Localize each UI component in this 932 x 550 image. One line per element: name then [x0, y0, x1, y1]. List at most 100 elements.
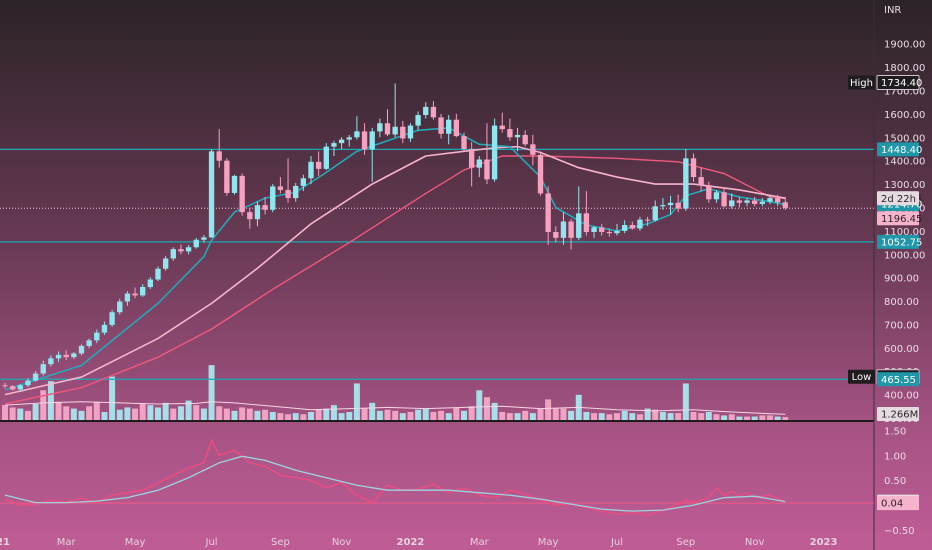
volume-bar: [476, 390, 483, 420]
candle-body: [568, 221, 574, 238]
candle-body: [415, 115, 421, 126]
candle-body: [499, 125, 505, 130]
candle-body: [247, 212, 253, 220]
candle-body: [774, 198, 781, 203]
volume-bar: [32, 404, 39, 420]
candle-body: [767, 198, 773, 202]
volume-bar: [124, 407, 131, 420]
candle-body: [78, 345, 85, 354]
candle-body: [331, 143, 337, 147]
volume-bar: [315, 409, 322, 420]
volume-bar: [468, 406, 475, 420]
time-tick-label: Sep: [676, 537, 695, 548]
volume-bar: [78, 410, 85, 420]
candle-body: [423, 106, 429, 116]
candle-body: [484, 159, 490, 180]
horizontal-levels[interactable]: [0, 148, 874, 380]
candle-body: [491, 125, 498, 180]
time-tick-label: Nov: [332, 537, 352, 548]
candle-body: [660, 205, 666, 207]
volume-bar: [629, 413, 636, 420]
candle-body: [63, 354, 69, 358]
volume-bar: [376, 410, 383, 420]
volume-bar: [759, 415, 766, 420]
level-1448-badge: [877, 142, 919, 157]
volume-bar: [139, 404, 146, 420]
candlestick-series[interactable]: [2, 83, 788, 392]
price-tick-label: 1800.00: [884, 63, 925, 74]
high-label-badge: [876, 74, 920, 90]
volume-bar: [392, 410, 399, 420]
volume-bar: [246, 408, 253, 420]
volume-bar: [636, 414, 643, 420]
candle-body: [400, 126, 406, 139]
volume-value-badge: [877, 407, 919, 421]
candle-body: [629, 225, 635, 229]
volume-bar: [185, 400, 192, 420]
candle-body: [262, 205, 268, 210]
candle-body: [140, 287, 146, 296]
volume-bar: [552, 408, 559, 420]
candle-body: [48, 358, 54, 365]
candle-body: [652, 206, 658, 221]
candle-body: [606, 232, 613, 234]
candle-body: [461, 136, 467, 149]
volume-bar: [491, 402, 498, 420]
time-tick-label: Nov: [745, 537, 765, 548]
volume-bar: [177, 406, 184, 420]
volume-bar: [300, 414, 307, 420]
volume-bar: [422, 408, 429, 420]
volume-value-badge-text: 1.266M: [881, 410, 918, 421]
grid: [0, 0, 875, 550]
volume-bar: [308, 412, 314, 420]
volume-bar: [529, 413, 536, 420]
slow-ma-line: [4, 155, 786, 405]
candle-body: [507, 129, 513, 138]
candle-body: [476, 159, 482, 168]
oscillator-slow-line: [4, 455, 786, 512]
candle-body: [369, 131, 375, 150]
candle-body: [277, 186, 284, 190]
candle-body: [9, 386, 16, 390]
candle-body: [117, 301, 123, 313]
volume-bar: [208, 365, 215, 420]
time-tick-label: Jul: [610, 537, 623, 548]
candle-body: [170, 249, 176, 259]
volume-bar: [231, 410, 238, 420]
volume-bar: [223, 408, 230, 420]
volume-bar: [728, 414, 735, 420]
volume-bar: [277, 413, 284, 420]
price-tick-label: 1000.00: [884, 250, 925, 261]
candle-body: [560, 221, 567, 238]
candle-body: [736, 200, 743, 203]
candle-body: [621, 225, 628, 231]
volume-bar: [109, 376, 116, 420]
volume-bar: [170, 408, 177, 420]
volume-bar: [705, 412, 712, 420]
candle-body: [553, 232, 559, 238]
candle-body: [392, 126, 398, 135]
volume-bar: [399, 413, 406, 420]
volume-bar: [86, 406, 93, 420]
volume-bar: [545, 399, 552, 420]
last-price-badge: [877, 211, 919, 226]
candle-body: [530, 144, 536, 155]
volume-bar: [583, 412, 590, 420]
volume-bar: [690, 412, 697, 420]
candle-body: [224, 160, 230, 193]
price-tick-label: 1100.00: [884, 227, 925, 238]
volume-bar: [116, 409, 123, 420]
volume-bar: [514, 413, 521, 420]
price-tick-label: 700.00: [884, 320, 919, 331]
time-axis[interactable]: 2021 Mar May Jul Sep Nov 2022 Mar May Jul Sep Nov 20…: [0, 537, 838, 548]
osc-004-badge: [877, 496, 919, 511]
level-465-badge-text: 465.55: [881, 375, 916, 386]
candle-body: [17, 385, 23, 390]
volume-bar: [614, 413, 620, 420]
candle-body: [124, 293, 131, 302]
candle-body: [468, 148, 475, 168]
candle-body: [132, 293, 138, 296]
